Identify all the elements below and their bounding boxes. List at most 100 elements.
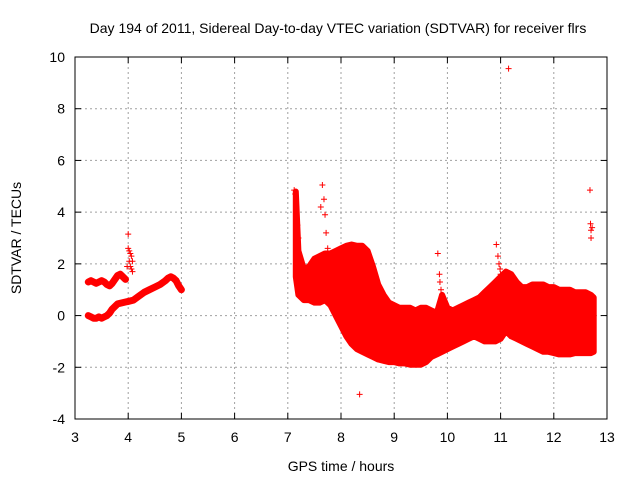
point-arc-2-lower — [167, 273, 174, 280]
point-spike-7.15 — [292, 191, 299, 198]
point-arc-2-lower — [103, 312, 110, 319]
point-spike-7.15 — [295, 235, 302, 241]
point-arc-2-lower — [146, 286, 153, 293]
point-arc-2-lower — [95, 313, 102, 320]
x-tick-label: 6 — [231, 429, 239, 445]
point-arc-1-upper — [111, 276, 118, 283]
point-arc-1-upper — [85, 278, 92, 285]
point-spike-10.95 — [494, 253, 501, 260]
point-spike-10.95 — [497, 271, 504, 278]
x-tick-label: 5 — [178, 429, 186, 445]
point-arc-2-lower — [135, 293, 142, 300]
point-spike-7.15 — [291, 187, 298, 194]
point-spike-12.7 — [588, 227, 595, 234]
x-tick-label: 4 — [124, 429, 132, 445]
point-spike-10.95 — [496, 260, 503, 267]
point-arc-2-lower — [85, 312, 92, 319]
y-tick-label: 8 — [57, 101, 65, 117]
point-arc-2-lower — [175, 282, 182, 289]
y-tick-label: 4 — [57, 204, 65, 220]
point-arc-1-upper — [117, 271, 124, 278]
data-points — [84, 65, 597, 398]
point-outliers — [505, 65, 512, 72]
point-spike-12.7 — [586, 187, 593, 194]
point-arc-1-upper — [95, 278, 102, 285]
point-spike-7.7 — [324, 245, 331, 252]
point-arc-1-spike — [129, 258, 136, 265]
point-outliers — [356, 391, 363, 398]
point-spike-7.7 — [322, 211, 329, 218]
point-spike-9.8 — [434, 250, 441, 257]
point-arc-1-spike — [128, 253, 135, 260]
point-spike-9.8 — [436, 271, 443, 278]
x-tick-label: 8 — [337, 429, 345, 445]
point-arc-1-upper — [93, 280, 100, 287]
point-arc-2-lower — [106, 309, 113, 316]
x-tick-label: 9 — [390, 429, 398, 445]
point-arc-1-upper — [98, 277, 105, 284]
axis-ticks: 3 4 5 6 7 8 9 10 11 12 13 -4 -2 0 2 4 6 8 10 — [49, 49, 615, 445]
y-tick-label: 2 — [57, 256, 65, 272]
point-spike-7.7 — [323, 229, 330, 236]
point-arc-2-lower — [93, 315, 100, 322]
point-arc-1-upper — [87, 277, 94, 284]
point-arc-1-spike — [129, 268, 136, 275]
x-tick-label: 3 — [71, 429, 79, 445]
point-arc-2-lower — [170, 275, 177, 282]
y-axis-label: SDTVAR / TECUs — [8, 182, 24, 294]
point-arc-1-spike — [126, 247, 133, 254]
point-spike-9.8 — [438, 286, 445, 293]
x-tick-label: 10 — [440, 429, 456, 445]
point-arc-2-lower — [109, 306, 116, 313]
point-spike-12.7 — [589, 224, 596, 231]
point-arc-1-upper — [106, 282, 113, 289]
point-arc-2-lower — [151, 284, 158, 291]
point-arc-1-spike — [128, 266, 135, 273]
point-arc-2-lower — [157, 281, 164, 288]
point-arc-2-lower — [165, 275, 172, 282]
point-arc-2-lower — [130, 297, 137, 304]
point-arc-2-lower — [173, 277, 180, 284]
point-arc-1-upper — [122, 276, 129, 283]
point-arc-1-upper — [114, 272, 121, 279]
point-spike-9.8 — [439, 291, 446, 298]
point-arc-2-lower — [119, 299, 126, 306]
point-arc-1-spike — [125, 245, 132, 252]
x-tick-label: 11 — [493, 429, 508, 445]
point-arc-2-lower — [87, 313, 94, 320]
point-arc-2-lower — [125, 298, 132, 305]
y-tick-label: 6 — [57, 152, 65, 168]
point-spike-10.95 — [497, 266, 504, 273]
chart-title: Day 194 of 2011, Sidereal Day-to-day VTE… — [90, 20, 587, 36]
series-arc-3-envelope — [292, 188, 597, 368]
x-tick-label: 7 — [284, 429, 292, 445]
point-spike-12.7 — [588, 235, 595, 241]
point-spike-7.7 — [326, 250, 333, 257]
y-tick-label: 10 — [49, 49, 65, 65]
point-arc-2-lower — [114, 300, 121, 307]
point-arc-1-upper — [103, 281, 110, 288]
x-tick-label: 13 — [599, 429, 615, 445]
point-spike-10.95 — [493, 241, 500, 248]
point-arc-2-lower — [178, 286, 185, 293]
point-spike-7.7 — [319, 181, 326, 188]
point-spike-12.7 — [587, 220, 594, 227]
y-tick-label: 0 — [57, 308, 65, 324]
point-arc-1-upper — [109, 280, 116, 287]
point-arc-1-spike — [127, 250, 134, 257]
point-arc-1-upper — [90, 278, 97, 285]
y-tick-label: -4 — [53, 411, 66, 427]
point-arc-1-spike — [127, 263, 134, 270]
point-arc-2-lower — [111, 303, 118, 310]
point-arc-1-upper — [101, 278, 108, 285]
point-spike-9.8 — [440, 297, 447, 304]
point-arc-1-upper — [119, 273, 126, 280]
point-arc-2-lower — [141, 289, 148, 296]
point-spike-7.7 — [320, 196, 327, 203]
point-spike-7.15 — [293, 203, 300, 210]
point-spike-9.8 — [436, 278, 443, 285]
point-spike-7.7 — [317, 203, 324, 210]
point-arc-2-lower — [98, 315, 105, 322]
